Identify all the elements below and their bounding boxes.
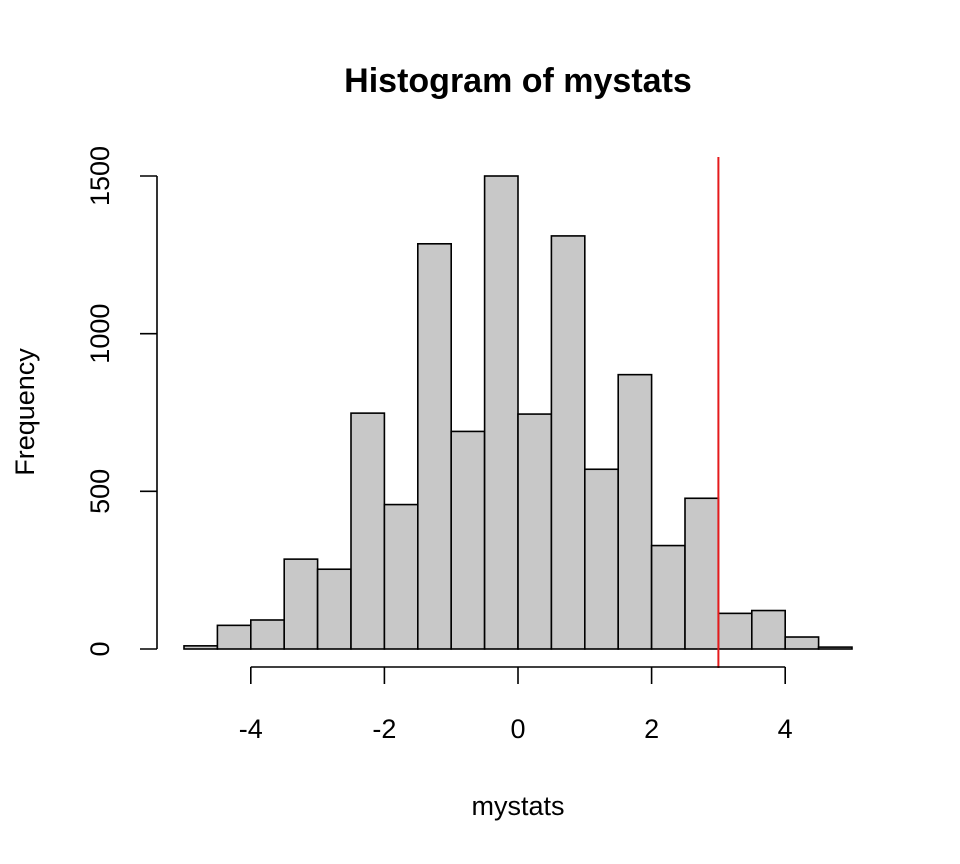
histogram-bar-6 [383,503,419,650]
histogram-bar-8 [450,430,486,650]
histogram-bar-17 [750,609,786,650]
histogram-bar-3 [283,558,319,650]
x-tick-label-0: -4 [239,714,263,744]
histogram-bar-1 [216,624,252,650]
histogram-bar-2 [250,619,286,650]
histogram-bar-0 [183,645,219,650]
x-tick-label-1: -2 [372,714,396,744]
x-axis-label: mystats [471,791,564,821]
chart-title: Histogram of mystats [344,62,692,100]
y-tick-label-3: 1500 [85,146,115,206]
y-axis-label: Frequency [10,348,40,476]
histogram-bar-9 [483,175,519,650]
x-tick-label-3: 2 [644,714,659,744]
histogram-bar-4 [316,568,352,650]
histogram-bars [183,175,853,650]
histogram-bar-15 [684,497,720,650]
histogram-bar-5 [350,412,386,650]
histogram-bar-12 [583,468,619,650]
y-tick-label-0: 0 [85,641,115,656]
x-tick-label-2: 0 [510,714,525,744]
x-tick-label-4: 4 [778,714,793,744]
histogram-bar-13 [617,373,653,650]
histogram-bar-7 [416,242,452,650]
y-tick-label-1: 500 [85,469,115,514]
histogram-bar-16 [717,612,753,650]
x-axis: -4 -2 0 2 4 [239,666,793,744]
histogram-bar-18 [784,636,820,650]
y-axis: 0 500 1000 1500 [85,146,158,657]
histogram-bar-10 [517,413,553,650]
y-tick-label-2: 1000 [85,304,115,364]
histogram-bar-19 [817,646,853,650]
histogram-bar-11 [550,235,586,650]
histogram-bar-14 [650,544,686,650]
